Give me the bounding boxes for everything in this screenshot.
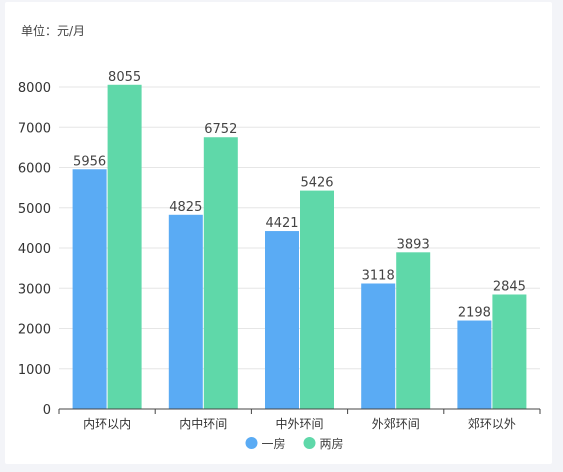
- legend-marker: [245, 437, 258, 449]
- legend-label: 两房: [320, 436, 344, 451]
- y-tick-label: 1000: [18, 363, 51, 378]
- data-label: 8055: [108, 70, 141, 85]
- data-label: 2198: [458, 306, 491, 321]
- bar-series-1[interactable]: [457, 320, 492, 409]
- data-label: 5426: [300, 176, 333, 191]
- y-tick-label: 7000: [18, 121, 51, 136]
- data-label: 2845: [493, 279, 526, 294]
- bar-series-2[interactable]: [203, 137, 238, 409]
- y-tick-label: 2000: [18, 323, 51, 338]
- data-label: 6752: [204, 122, 237, 137]
- bar-series-2[interactable]: [107, 84, 142, 409]
- data-label: 5956: [73, 154, 106, 169]
- x-category-label: 外郊环间: [372, 417, 420, 431]
- bar-series-2[interactable]: [300, 190, 334, 409]
- bar-series-1[interactable]: [361, 283, 396, 409]
- data-label: 4421: [265, 216, 298, 231]
- axes: 0 1000 2000 3000 4000 5000 6000 7000 8000 内环以内 内中环…: [18, 81, 541, 431]
- legend[interactable]: 一房 两房: [245, 436, 344, 451]
- bars: [72, 84, 527, 409]
- y-tick-label: 6000: [18, 162, 51, 177]
- x-category-label: 中外环间: [275, 416, 323, 431]
- data-label: 4825: [169, 200, 202, 215]
- bar-series-1[interactable]: [72, 169, 107, 409]
- bar-series-1[interactable]: [168, 214, 203, 409]
- legend-item-series-2[interactable]: 两房: [303, 436, 344, 451]
- y-tick-label: 0: [43, 403, 51, 418]
- x-category-label: 郊环以外: [468, 417, 516, 431]
- y-tick-label: 5000: [18, 202, 51, 217]
- x-category-label: 内中环间: [179, 416, 227, 431]
- legend-marker: [303, 437, 316, 449]
- y-tick-label: 3000: [18, 282, 51, 297]
- legend-label: 一房: [262, 436, 286, 451]
- legend-item-series-1[interactable]: 一房: [245, 436, 286, 451]
- x-category-label: 内环以内: [83, 417, 131, 431]
- data-label: 3893: [397, 237, 430, 252]
- bar-series-1[interactable]: [265, 231, 299, 409]
- bar-series-2[interactable]: [492, 294, 527, 409]
- bar-series-2[interactable]: [396, 252, 431, 409]
- unit-label: 单位：元/月: [21, 24, 86, 38]
- data-label: 3118: [362, 269, 395, 284]
- y-tick-label: 8000: [18, 81, 51, 96]
- y-tick-label: 4000: [18, 242, 51, 257]
